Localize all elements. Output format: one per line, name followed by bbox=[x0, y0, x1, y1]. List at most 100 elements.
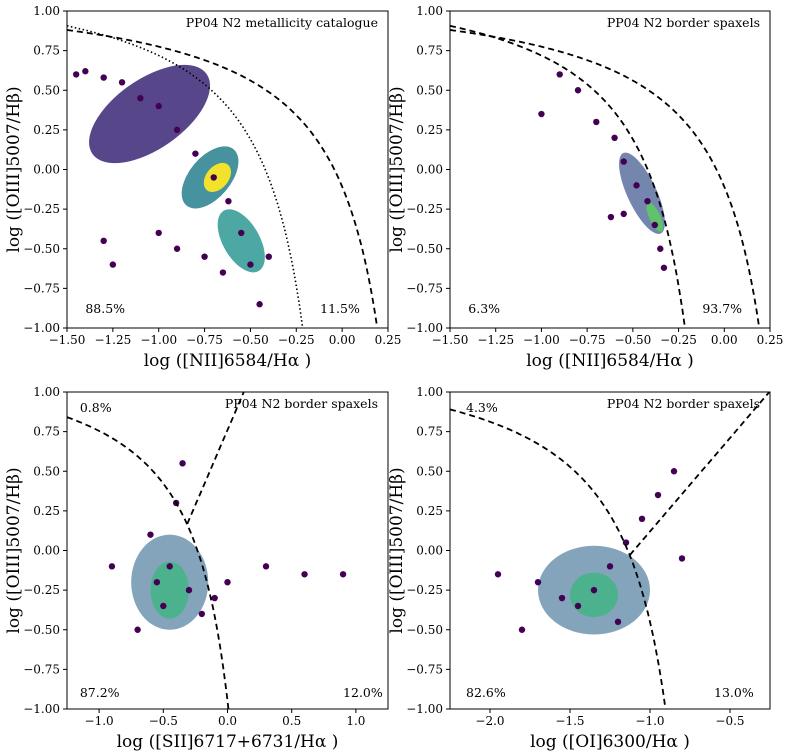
x-axis-label: log ([NII]6584/Hα ) bbox=[526, 351, 694, 371]
y-tick-label: −0.50 bbox=[406, 623, 443, 637]
panel-1: −1.50 −1.25 −1.00 −0.75 −0.50 −0.25 0.00 0.25 −1… bbox=[4, 4, 402, 371]
y-tick-label: 0.75 bbox=[33, 425, 60, 439]
panel-title: PP04 N2 border spaxels bbox=[225, 396, 378, 411]
density-cloud bbox=[203, 162, 232, 192]
data-point bbox=[607, 213, 615, 221]
data-point bbox=[620, 158, 627, 165]
x-axis-label: log ([NII]6584/Hα ) bbox=[144, 351, 312, 371]
plot-area bbox=[67, 392, 347, 709]
data-point bbox=[494, 571, 502, 578]
y-tick-label: 0.50 bbox=[416, 83, 443, 97]
data-point bbox=[657, 245, 664, 252]
y-tick-label: −0.75 bbox=[406, 662, 443, 676]
data-point bbox=[574, 602, 582, 610]
percentage-annotation: 93.7% bbox=[702, 301, 742, 316]
y-axis-label: log ([OIII]5007/Hβ) bbox=[4, 86, 24, 252]
percentage-annotation: 4.3% bbox=[466, 400, 498, 415]
demarcation-line-Kewley01 bbox=[67, 416, 230, 709]
demarcation-line-Kewley01 bbox=[67, 29, 379, 328]
data-point bbox=[301, 571, 308, 578]
y-tick-label: −1.00 bbox=[406, 321, 443, 335]
y-tick-label: −0.75 bbox=[406, 281, 443, 295]
data-point bbox=[173, 245, 181, 252]
x-tick-label: −1.00 bbox=[140, 333, 177, 347]
y-tick-label: −0.75 bbox=[23, 662, 60, 676]
x-tick-label: −0.75 bbox=[569, 333, 606, 347]
density-cloud bbox=[570, 572, 618, 618]
y-tick-label: 1.00 bbox=[33, 4, 60, 18]
data-point bbox=[153, 579, 161, 586]
plot-area bbox=[450, 392, 770, 709]
y-tick-label: −1.00 bbox=[23, 702, 60, 716]
y-axis-label: log ([OIII]5007/Hβ) bbox=[387, 86, 407, 252]
x-tick-label: −2.0 bbox=[475, 714, 504, 728]
plot-area bbox=[67, 25, 379, 328]
data-point bbox=[265, 253, 272, 260]
y-tick-label: 0.00 bbox=[33, 544, 60, 558]
demarcation-line-Kewley01 bbox=[450, 29, 761, 328]
y-tick-label: 0.00 bbox=[416, 163, 443, 177]
x-tick-label: 0.00 bbox=[711, 333, 738, 347]
y-axis-label: log ([OIII]5007/Hβ) bbox=[4, 467, 24, 633]
y-tick-label: −0.75 bbox=[23, 281, 60, 295]
panel-3: −1.0 −0.5 0.0 0.5 1.0 −1.00 −0.75 −0.50 −0.25 0.0… bbox=[4, 385, 389, 752]
plot-frame bbox=[449, 10, 771, 329]
panel-title: PP04 N2 border spaxels bbox=[607, 396, 760, 411]
data-point bbox=[590, 586, 598, 594]
plot-area bbox=[450, 24, 761, 328]
data-point bbox=[198, 610, 206, 618]
data-point bbox=[574, 87, 582, 94]
y-tick-label: −0.25 bbox=[23, 583, 60, 597]
data-point bbox=[192, 150, 199, 157]
x-tick-label: 0.25 bbox=[757, 333, 784, 347]
data-point bbox=[201, 253, 208, 260]
x-axis-label: log ([SII]6717+6731/Hα ) bbox=[117, 732, 339, 752]
data-point bbox=[147, 531, 154, 538]
density-cloud bbox=[89, 64, 211, 164]
y-tick-label: −1.00 bbox=[23, 321, 60, 335]
data-point bbox=[620, 210, 627, 218]
y-tick-label: 1.00 bbox=[33, 385, 60, 399]
y-tick-label: −0.25 bbox=[23, 202, 60, 216]
x-tick-label: 0.0 bbox=[218, 714, 237, 728]
x-tick-label: 0.5 bbox=[282, 714, 301, 728]
percentage-annotation: 88.5% bbox=[85, 301, 125, 316]
data-point bbox=[160, 602, 167, 610]
data-point bbox=[678, 555, 686, 562]
data-point bbox=[100, 237, 107, 245]
data-point bbox=[654, 491, 662, 499]
density-cloud bbox=[150, 561, 189, 619]
x-tick-label: −0.25 bbox=[660, 333, 697, 347]
panel-title: PP04 N2 border spaxels bbox=[607, 15, 760, 30]
panel-title: PP04 N2 metallicity catalogue bbox=[186, 15, 378, 30]
data-point bbox=[173, 126, 181, 134]
data-point bbox=[134, 626, 141, 633]
y-tick-label: 0.50 bbox=[33, 83, 60, 97]
demarcation-line-Seyfert-LINER bbox=[186, 392, 245, 525]
x-tick-label: −0.50 bbox=[614, 333, 651, 347]
data-point bbox=[72, 71, 80, 78]
data-point bbox=[534, 579, 542, 586]
data-point bbox=[651, 221, 658, 229]
percentage-annotation: 12.0% bbox=[343, 685, 383, 700]
percentage-annotation: 6.3% bbox=[468, 301, 500, 316]
x-tick-label: −0.50 bbox=[232, 333, 269, 347]
data-point bbox=[638, 515, 646, 522]
y-tick-label: 0.50 bbox=[33, 464, 60, 478]
panel-4: −2.0 −1.5 −1.0 −0.5 −1.00 −0.75 −0.50 −0.25 0.00… bbox=[387, 385, 771, 752]
x-tick-label: −0.75 bbox=[186, 333, 223, 347]
data-point bbox=[166, 563, 173, 570]
data-point bbox=[155, 229, 162, 237]
x-tick-label: −1.25 bbox=[94, 333, 131, 347]
percentage-annotation: 0.8% bbox=[80, 400, 112, 415]
y-tick-label: 0.00 bbox=[416, 544, 443, 558]
data-point bbox=[219, 269, 227, 276]
demarcation-line-Kewley01 bbox=[450, 408, 667, 709]
y-tick-label: −0.25 bbox=[406, 583, 443, 597]
x-tick-label: 0.25 bbox=[375, 333, 402, 347]
x-tick-label: −1.25 bbox=[477, 333, 514, 347]
data-point bbox=[518, 626, 526, 633]
x-tick-label: −1.0 bbox=[635, 714, 664, 728]
y-tick-label: 0.50 bbox=[416, 464, 443, 478]
data-point bbox=[224, 579, 231, 586]
